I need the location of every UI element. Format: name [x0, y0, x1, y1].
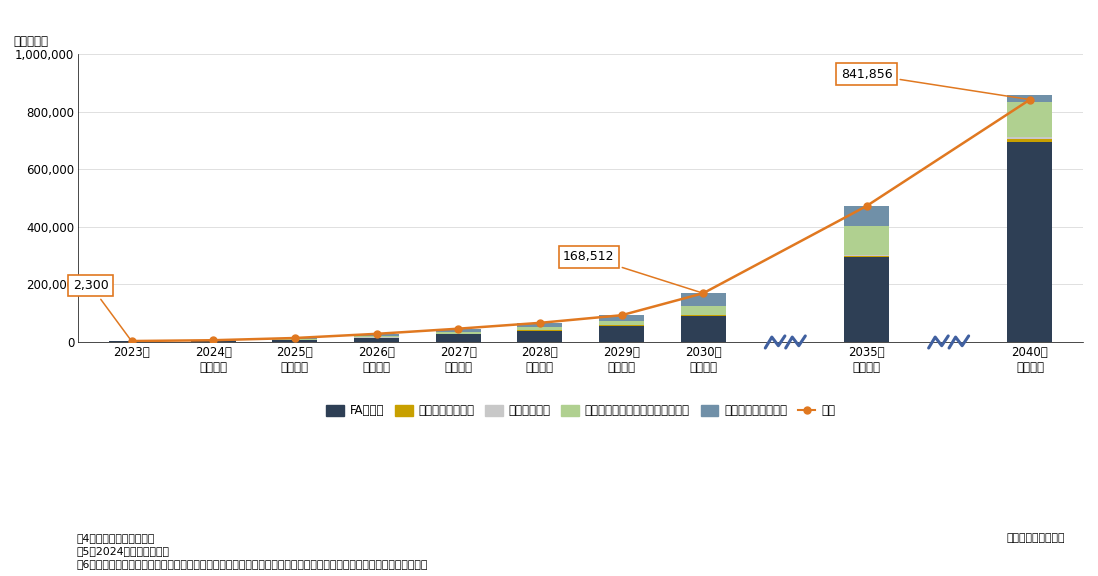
Text: （予測）: （予測） [690, 361, 717, 374]
Bar [354, 334, 399, 336]
Bar [1008, 137, 1052, 139]
Bar [844, 257, 889, 342]
合計 [289, 335, 302, 342]
Bar [436, 332, 481, 334]
Bar [600, 315, 645, 321]
Bar [681, 306, 726, 314]
合計 [696, 290, 709, 297]
Text: （予測）: （予測） [607, 361, 636, 374]
Text: （予測）: （予測） [281, 361, 309, 374]
Bar [600, 321, 645, 325]
合計 [451, 325, 464, 332]
合計 [534, 320, 547, 327]
Text: 注4．事業者売上高ベース: 注4．事業者売上高ベース [77, 533, 155, 543]
Bar [354, 338, 399, 342]
Text: （予測）: （予測） [445, 361, 472, 374]
Text: （予測）: （予測） [852, 361, 881, 374]
Bar [517, 323, 562, 327]
Bar [844, 256, 889, 257]
合計 [1023, 96, 1037, 103]
Bar [1008, 139, 1052, 142]
Text: 168,512: 168,512 [563, 251, 701, 293]
Bar [1008, 142, 1052, 342]
Bar [681, 316, 726, 342]
Bar [517, 331, 562, 342]
合計 [860, 203, 873, 210]
合計 [370, 331, 383, 338]
Text: 注5．2024年以降は予測値: 注5．2024年以降は予測値 [77, 546, 170, 556]
Bar [681, 315, 726, 316]
Bar [354, 336, 399, 338]
Text: 注6．空間伝送型（放射型）のワイヤレス給電の送電モジュール・機器、受電モジュール・機器を対象として算出した。: 注6．空間伝送型（放射型）のワイヤレス給電の送電モジュール・機器、受電モジュール… [77, 559, 428, 569]
Text: （予測）: （予測） [199, 361, 227, 374]
Text: （予測）: （予測） [1016, 361, 1044, 374]
合計 [125, 338, 138, 344]
Text: 2,300: 2,300 [72, 279, 130, 339]
合計 [615, 312, 628, 319]
Bar [272, 340, 317, 342]
Bar [1008, 95, 1052, 102]
Bar [436, 335, 481, 342]
Line: 合計: 合計 [128, 96, 1033, 344]
合計 [206, 337, 220, 344]
Text: 841,856: 841,856 [841, 68, 1027, 99]
Bar [681, 293, 726, 306]
Bar [1008, 102, 1052, 137]
Bar [436, 329, 481, 332]
Bar [600, 326, 645, 342]
Text: （予測）: （予測） [526, 361, 553, 374]
Bar [272, 338, 317, 339]
Text: （予測）: （予測） [362, 361, 391, 374]
Bar [191, 340, 236, 341]
Text: （百万円）: （百万円） [13, 35, 48, 48]
Bar [844, 226, 889, 255]
Legend: FA・物流, ビルマネジメント, 介護・見守り, モバイル端末・ウェアラブル機器, その他（医療など）, 合計: FA・物流, ビルマネジメント, 介護・見守り, モバイル端末・ウェアラブル機器… [322, 400, 840, 422]
Bar [844, 255, 889, 256]
Bar [517, 327, 562, 330]
Bar [844, 206, 889, 226]
Text: 矢野経済研究所調べ: 矢野経済研究所調べ [1007, 533, 1065, 543]
